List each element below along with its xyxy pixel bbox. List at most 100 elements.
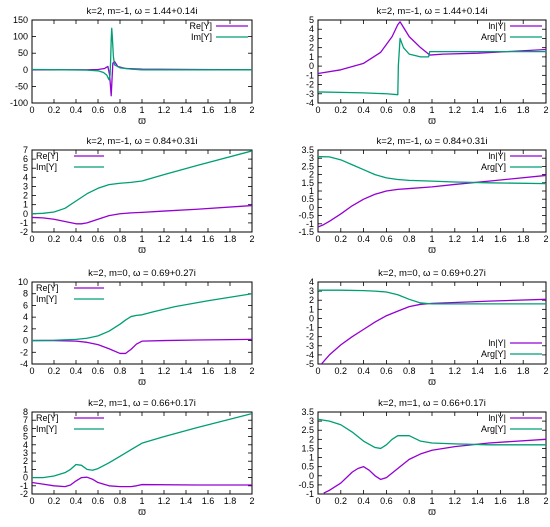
- x-tick-label: 1.6: [494, 366, 507, 376]
- y-tick-label: 3.5: [301, 407, 314, 417]
- series-line-1: [320, 298, 546, 364]
- series-line-1: [323, 438, 546, 494]
- y-tick-label: 6: [23, 154, 28, 164]
- legend-label: ln|Y|: [488, 338, 506, 348]
- legend-label: ln|Y|: [488, 413, 506, 423]
- plot-frame: [31, 19, 253, 104]
- chart-panel-3: k=2, m=-1, ω = 0.84+0.31i 0 0.2 0.4 0.6 0.8 1 1…: [20, 136, 255, 256]
- x-tick-label: 0.6: [380, 366, 393, 376]
- x-tick-label: 1: [139, 105, 144, 115]
- x-tick-label: 0.8: [114, 105, 127, 115]
- y-tick-label: 0: [309, 313, 314, 323]
- x-tick-label: 0: [29, 234, 34, 244]
- y-tick-label: 4: [23, 172, 28, 182]
- x-tick-label: 1: [429, 234, 434, 244]
- y-tick-label: 3: [23, 448, 28, 458]
- y-tick-label: -1: [306, 70, 314, 80]
- x-tick-label: 1.8: [517, 105, 530, 115]
- y-tick-label: 2: [309, 170, 314, 180]
- y-tick-label: -1: [306, 323, 314, 333]
- x-tick-label: 1.4: [180, 105, 193, 115]
- chart-title: k=2, m=-1, ω = 0.84+0.31i: [377, 136, 488, 147]
- plot-frame: [317, 281, 547, 365]
- x-tick-label: 1.2: [449, 105, 462, 115]
- x-tick-label: 1: [429, 496, 434, 506]
- y-tick-label: 100: [13, 32, 28, 42]
- y-tick-label: 150: [13, 15, 28, 25]
- x-tick-label: 0: [29, 366, 34, 376]
- x-tick-label: 1.2: [449, 234, 462, 244]
- y-tick-label: -5: [306, 359, 314, 369]
- series-line-2: [32, 293, 252, 342]
- x-tick-label: 1: [429, 366, 434, 376]
- x-tick-label: 2: [249, 366, 254, 376]
- y-tick-label: 8: [23, 289, 28, 299]
- y-tick-label: 5: [23, 163, 28, 173]
- x-tick-label: 2: [249, 496, 254, 506]
- y-tick-label: -0.5: [298, 480, 314, 490]
- x-tick-label: 0.2: [335, 366, 348, 376]
- series-line-2: [318, 418, 546, 450]
- x-tick-label: 0.2: [48, 105, 61, 115]
- x-tick-label: 1.4: [180, 496, 193, 506]
- y-tick-label: -2: [306, 80, 314, 90]
- plot-frame: [317, 411, 547, 495]
- y-tick-label: 5: [23, 432, 28, 442]
- y-tick-label: 8: [23, 407, 28, 417]
- chart-panel-7: k=2, m=1, ω = 0.66+0.17i 0 0.2 0.4 0.6 0.8 1 1.…: [20, 398, 255, 518]
- y-tick-label: -100: [10, 98, 28, 108]
- legend-label: ln|Y|: [488, 151, 506, 161]
- y-tick-label: -3: [306, 89, 314, 99]
- y-tick-label: 3: [309, 153, 314, 163]
- y-tick-label: -4: [306, 98, 314, 108]
- chart-title: k=2, m=-1, ω = 0.84+0.31i: [87, 136, 198, 147]
- legend-label: Im[Y]: [36, 424, 57, 434]
- y-tick-label: 0: [23, 65, 28, 75]
- x-tick-label: 1.8: [224, 366, 237, 376]
- x-tick-label: 1.6: [494, 234, 507, 244]
- x-tick-label: 1.6: [202, 105, 215, 115]
- y-tick-label: 1: [23, 464, 28, 474]
- y-tick-label: -2: [20, 489, 28, 499]
- plot-frame: [31, 281, 253, 365]
- y-tick-label: 6: [23, 423, 28, 433]
- y-tick-label: -1: [306, 219, 314, 229]
- x-tick-label: 0.6: [92, 366, 105, 376]
- x-tick-label: 1.2: [449, 496, 462, 506]
- series-line-1: [32, 60, 252, 97]
- x-tick-label: 1.4: [180, 366, 193, 376]
- plot-frame: [31, 411, 253, 495]
- y-tick-label: 2: [23, 324, 28, 334]
- x-tick-label: 2: [249, 105, 254, 115]
- x-tick-label: 0: [315, 234, 320, 244]
- chart-title: k=2, m=-1, ω = 1.44+0.14i: [377, 6, 488, 17]
- x-tick-label: 0: [315, 496, 320, 506]
- chart-panel-1: k=2, m=-1, ω = 1.44+0.14i 0 0.2 0.4 0.6 0.8 1 1…: [10, 6, 255, 127]
- x-tick-label: 0.2: [335, 496, 348, 506]
- chart-title: k=2, m=1, ω = 0.66+0.17i: [88, 398, 196, 409]
- x-tick-label: 1.4: [471, 234, 484, 244]
- legend-label: Im[Y]: [36, 162, 57, 172]
- x-axis-label: ϖ: [138, 245, 146, 256]
- x-axis-label: ϖ: [138, 507, 146, 518]
- x-tick-label: 1.2: [158, 496, 171, 506]
- y-tick-label: 2: [309, 295, 314, 305]
- x-tick-label: 0.8: [403, 366, 416, 376]
- y-tick-label: 2: [23, 456, 28, 466]
- x-tick-label: 0.8: [114, 496, 127, 506]
- x-tick-label: 0.4: [357, 105, 370, 115]
- y-tick-label: 0: [23, 209, 28, 219]
- series-line-2: [32, 150, 252, 215]
- y-tick-label: 3: [309, 286, 314, 296]
- x-tick-label: 0.6: [92, 234, 105, 244]
- chart-title: k=2, m=-1, ω = 1.44+0.14i: [87, 6, 198, 17]
- x-tick-label: 0.8: [114, 234, 127, 244]
- x-axis-label: ϖ: [138, 116, 146, 127]
- y-tick-label: 0.5: [301, 194, 314, 204]
- x-tick-label: 0.4: [70, 105, 83, 115]
- x-tick-label: 2: [543, 234, 548, 244]
- y-tick-label: 1.5: [301, 178, 314, 188]
- x-tick-label: 0.2: [48, 366, 61, 376]
- y-tick-label: -1.5: [298, 227, 314, 237]
- series-line-2: [318, 155, 546, 185]
